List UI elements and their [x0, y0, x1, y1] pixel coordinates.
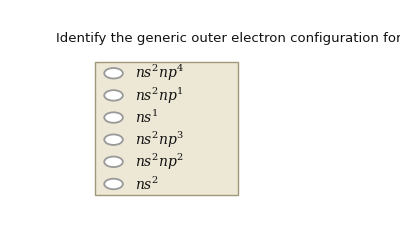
Text: $ns^2np^2$: $ns^2np^2$: [135, 152, 184, 172]
Text: $ns^2$: $ns^2$: [135, 175, 159, 193]
Circle shape: [104, 157, 123, 167]
FancyBboxPatch shape: [95, 62, 238, 195]
Circle shape: [104, 90, 123, 101]
Text: $ns^2np^1$: $ns^2np^1$: [135, 85, 184, 106]
Circle shape: [104, 134, 123, 145]
Text: $ns^2np^3$: $ns^2np^3$: [135, 130, 184, 150]
Text: $ns^1$: $ns^1$: [135, 109, 159, 126]
Circle shape: [104, 68, 123, 79]
Circle shape: [104, 179, 123, 189]
Text: $ns^2np^4$: $ns^2np^4$: [135, 63, 185, 83]
Circle shape: [104, 112, 123, 123]
Text: Identify the generic outer electron configuration for the alkali metals.: Identify the generic outer electron conf…: [56, 32, 400, 45]
